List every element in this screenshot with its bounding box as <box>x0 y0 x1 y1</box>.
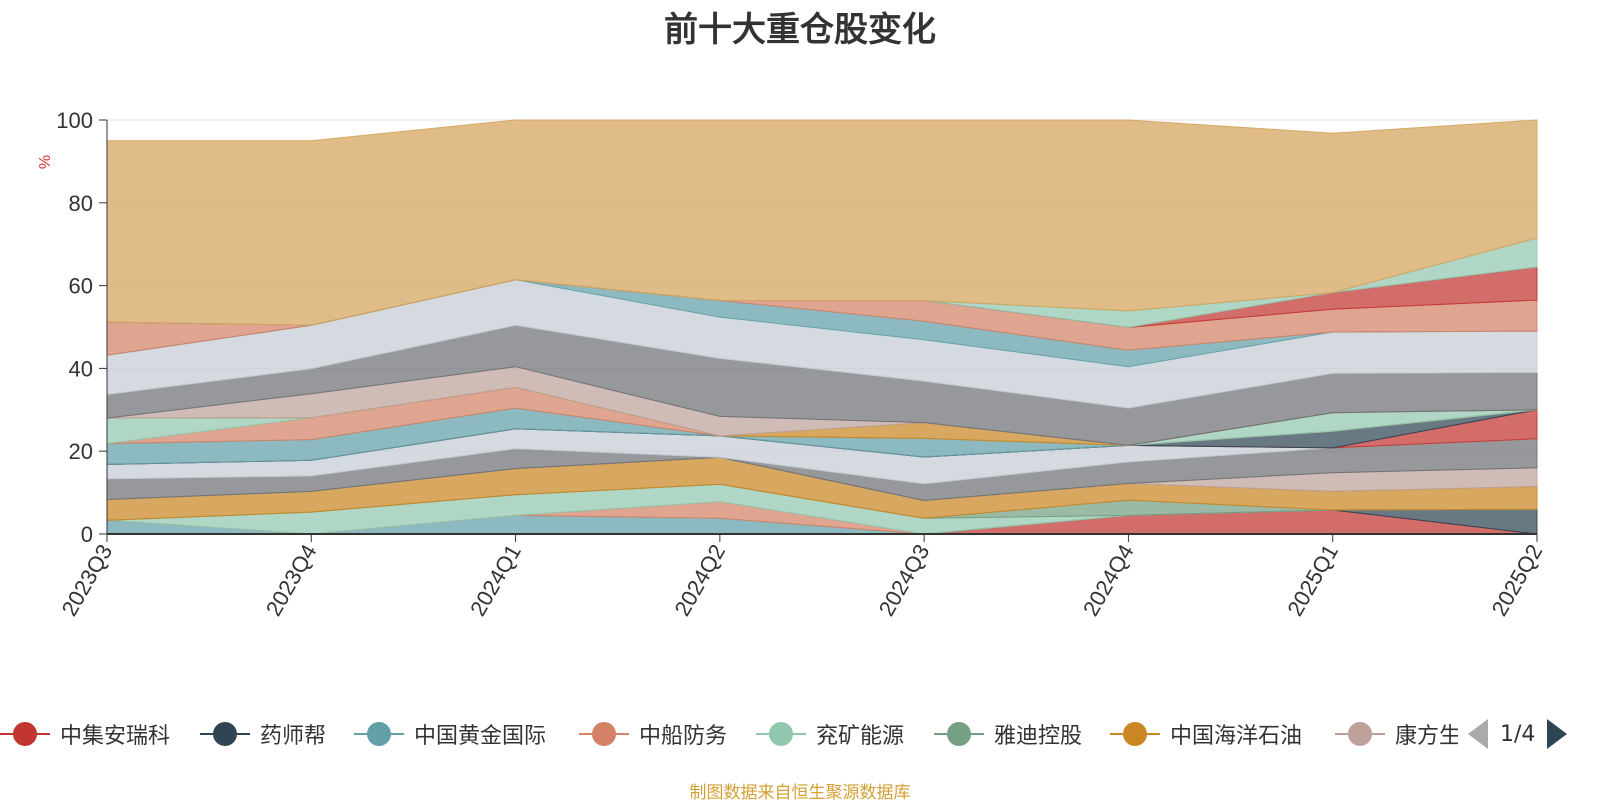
legend-marker-icon <box>0 712 50 756</box>
legend-marker-icon <box>1335 712 1385 756</box>
legend-item[interactable]: 中船防务 <box>579 712 727 756</box>
y-tick-label: 80 <box>69 191 93 216</box>
y-tick-label: 40 <box>69 356 93 381</box>
x-tick-label: 2024Q2 <box>669 540 730 620</box>
x-tick-label: 2025Q2 <box>1487 540 1548 620</box>
y-tick-label: 20 <box>69 439 93 464</box>
y-axis-label: % <box>37 155 54 169</box>
series-areas <box>106 119 1538 535</box>
legend-label: 中集安瑞科 <box>60 724 171 749</box>
legend-items: 中集安瑞科 药师帮 中国黄金国际 中船防务 兖矿能源 雅迪控股 中国海洋石油 康方生物 <box>0 712 1458 756</box>
x-tick-label: 2024Q1 <box>465 540 526 620</box>
legend-label: 雅迪控股 <box>994 724 1083 749</box>
legend-item[interactable]: 药师帮 <box>200 712 326 756</box>
stacked-area-chart: 0 20 40 60 80 100 2023Q3 2023Q4 2024Q1 2024Q2 2024… <box>37 108 1548 620</box>
legend-marker-icon <box>354 712 404 756</box>
legend-item[interactable]: 中国黄金国际 <box>354 712 546 756</box>
legend-label: 康方生物 <box>1395 724 1458 749</box>
legend-pager: 1/4 <box>1468 712 1568 756</box>
legend-item[interactable]: 兖矿能源 <box>756 712 904 756</box>
y-tick-label: 0 <box>81 522 93 547</box>
x-tick-label: 2023Q3 <box>57 540 118 620</box>
x-tick-label: 2024Q3 <box>874 540 935 620</box>
legend-label: 兖矿能源 <box>816 724 905 749</box>
legend-label: 中船防务 <box>639 724 728 749</box>
y-tick-label: 100 <box>56 108 93 133</box>
y-tick-label: 60 <box>69 274 93 299</box>
legend-next-page-button[interactable] <box>1547 719 1568 749</box>
legend-label: 中国海洋石油 <box>1170 724 1303 749</box>
legend-marker-icon <box>200 712 250 756</box>
legend-label: 中国黄金国际 <box>414 724 547 749</box>
legend: 中集安瑞科 药师帮 中国黄金国际 中船防务 兖矿能源 雅迪控股 中国海洋石油 康方生物 1/4 <box>0 712 1600 756</box>
legend-page-indicator: 1/4 <box>1500 721 1536 747</box>
legend-marker-icon <box>1110 712 1160 756</box>
x-tick-label: 2025Q1 <box>1282 540 1343 620</box>
legend-marker-icon <box>579 712 629 756</box>
legend-item[interactable]: 中国海洋石油 <box>1110 712 1302 756</box>
source-note: 制图数据来自恒生聚源数据库 <box>689 783 911 803</box>
legend-marker-icon <box>756 712 806 756</box>
chart-title: 前十大重仓股变化 <box>664 10 936 50</box>
legend-item[interactable]: 雅迪控股 <box>934 712 1082 756</box>
legend-label: 药师帮 <box>260 724 327 749</box>
legend-prev-page-button[interactable] <box>1468 719 1488 749</box>
legend-item[interactable]: 康方生物 <box>1335 712 1458 756</box>
legend-marker-icon <box>934 712 984 756</box>
series-area-24[interactable] <box>106 119 1538 326</box>
x-tick-label: 2024Q4 <box>1078 540 1139 620</box>
x-tick-label: 2023Q4 <box>261 540 322 620</box>
legend-item[interactable]: 中集安瑞科 <box>0 712 170 756</box>
